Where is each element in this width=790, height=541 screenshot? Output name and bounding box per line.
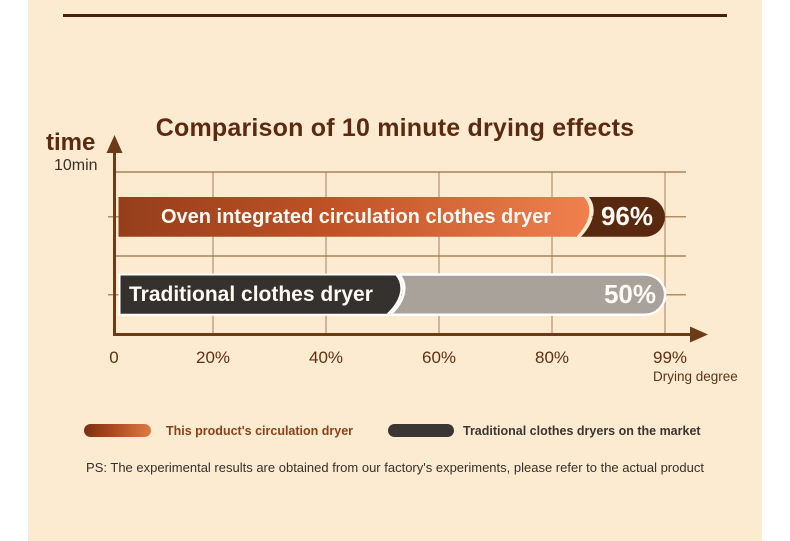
x-axis-title: Drying degree	[653, 369, 738, 384]
bar-traditional-body	[118, 273, 403, 316]
x-tick-80: 80%	[534, 348, 570, 367]
y-axis-sublabel: 10min	[54, 157, 98, 174]
top-divider-line	[63, 14, 727, 17]
x-axis-arrow-icon	[690, 326, 708, 343]
bar-traditional-value: 50%	[603, 279, 657, 309]
legend-label-traditional: Traditional clothes dryers on the market	[463, 424, 701, 438]
bar-traditional-cap	[386, 273, 667, 317]
x-tick-60: 60%	[421, 348, 457, 367]
bar-product-label: Oven integrated circulation clothes drye…	[160, 205, 552, 228]
x-tick-0: 0	[109, 348, 119, 367]
bar-product-value: 96%	[600, 201, 654, 231]
bar-traditional-label: Traditional clothes dryer	[129, 282, 373, 306]
bar-product-cap	[581, 197, 665, 237]
y-axis-arrow-icon	[106, 135, 123, 153]
x-tick-20: 20%	[195, 348, 231, 367]
chart-title: Comparison of 10 minute drying effects	[155, 114, 635, 142]
legend-swatch-traditional-pill	[388, 424, 454, 437]
bar-product-body	[118, 197, 590, 237]
legend-label-product: This product's circulation dryer	[166, 424, 354, 438]
x-tick-99: 99%	[653, 348, 688, 367]
content-panel	[28, 0, 762, 541]
legend-swatch-product-pill	[84, 424, 151, 437]
bar-product-cap-gap	[576, 195, 593, 239]
x-tick-40: 40%	[308, 348, 344, 367]
y-axis-label: time	[46, 129, 96, 156]
footnote-text: PS: The experimental results are obtaine…	[86, 460, 704, 475]
